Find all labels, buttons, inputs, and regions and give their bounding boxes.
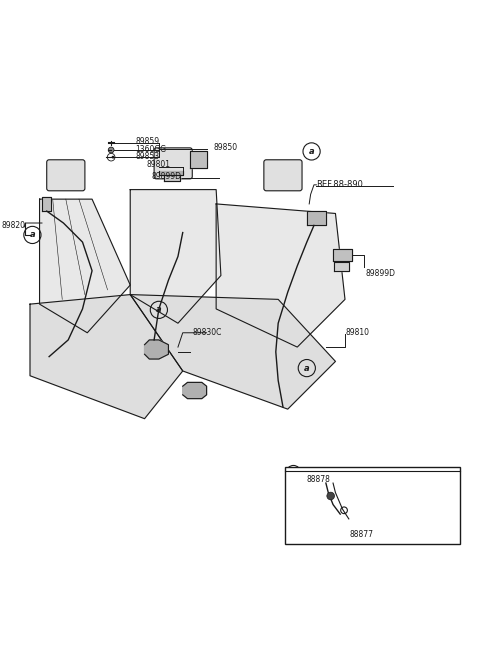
Circle shape [108, 147, 114, 153]
Text: 89830C: 89830C [192, 328, 222, 337]
Circle shape [112, 155, 115, 159]
Polygon shape [164, 175, 180, 181]
Text: 89899D: 89899D [152, 172, 182, 181]
Polygon shape [335, 262, 349, 271]
Polygon shape [190, 152, 206, 168]
Polygon shape [183, 382, 206, 399]
Text: 89801: 89801 [147, 160, 171, 169]
Polygon shape [307, 211, 326, 226]
Text: a: a [309, 147, 314, 156]
Polygon shape [333, 249, 352, 261]
Polygon shape [159, 171, 183, 175]
Text: 88877: 88877 [350, 529, 374, 539]
FancyBboxPatch shape [47, 160, 85, 191]
Polygon shape [30, 295, 183, 419]
Text: 89853: 89853 [135, 152, 159, 161]
Polygon shape [144, 340, 168, 359]
Text: 89810: 89810 [346, 328, 370, 337]
FancyBboxPatch shape [285, 467, 459, 544]
Text: a: a [156, 305, 162, 314]
Polygon shape [130, 295, 336, 409]
Text: 88878: 88878 [307, 475, 331, 483]
Polygon shape [39, 199, 130, 333]
Polygon shape [130, 190, 221, 323]
FancyBboxPatch shape [154, 148, 192, 179]
Text: 89859: 89859 [135, 137, 159, 146]
Text: 89850: 89850 [214, 143, 238, 152]
Text: a: a [30, 230, 35, 239]
Text: a: a [291, 468, 296, 477]
Polygon shape [216, 204, 345, 347]
FancyBboxPatch shape [264, 160, 302, 191]
Text: a: a [304, 363, 310, 373]
Text: 89899D: 89899D [365, 268, 396, 277]
Text: 89820: 89820 [1, 221, 25, 230]
Text: REF.88-890: REF.88-890 [316, 180, 363, 190]
Polygon shape [42, 197, 51, 211]
Text: 1360GG: 1360GG [135, 144, 166, 154]
Circle shape [327, 492, 335, 500]
